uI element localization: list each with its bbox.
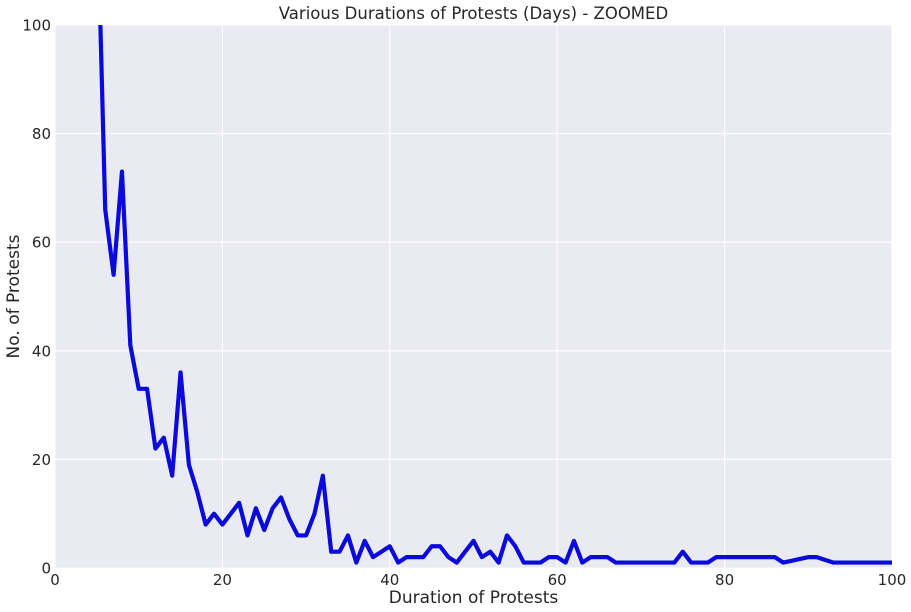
x-tick-label: 60 (548, 571, 567, 589)
x-tick-label: 100 (878, 571, 907, 589)
series-layer (98, 25, 892, 565)
y-tick-label: 60 (32, 234, 51, 252)
x-tick-label: 20 (213, 571, 232, 589)
gridlines (54, 24, 893, 569)
x-tick-label: 0 (50, 571, 60, 589)
y-axis-title: No. of Protests (4, 234, 24, 358)
y-tick-label: 0 (41, 560, 51, 578)
chart-title: Various Durations of Protests (Days) - Z… (279, 4, 668, 23)
y-tick-label: 100 (22, 17, 51, 35)
x-axis-title: Duration of Protests (389, 588, 559, 608)
y-tick-label: 80 (32, 125, 51, 143)
tick-labels: 0 20 40 60 80 100 0 20 40 60 80 100 (22, 17, 906, 590)
y-tick-label: 20 (32, 451, 51, 469)
x-tick-label: 80 (715, 571, 734, 589)
series-line (98, 25, 892, 565)
x-tick-label: 40 (380, 571, 399, 589)
y-tick-label: 40 (32, 342, 51, 360)
plot-area (55, 25, 892, 568)
